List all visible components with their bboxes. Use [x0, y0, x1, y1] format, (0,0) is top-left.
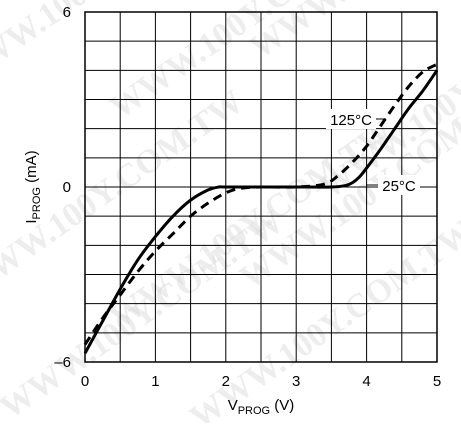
series-line-25c — [83, 69, 439, 354]
y-tick-label: 0 — [63, 179, 71, 196]
y-axis-label: IPROG (mA) — [23, 150, 43, 223]
x-tick-label: 5 — [433, 373, 441, 390]
x-tick-label: 1 — [151, 373, 159, 390]
series-layer — [83, 63, 439, 354]
annotation-25c-bg — [378, 175, 420, 195]
label-layer: 0 1 2 3 4 5 –6 0 6 VPROG (V) IPROG (mA) 125°C 25°C — [23, 4, 441, 417]
x-tick-label: 0 — [81, 373, 89, 390]
y-tick-label: –6 — [54, 354, 71, 371]
annotation-125c: 125°C — [330, 112, 372, 129]
x-axis-label: VPROG (V) — [228, 397, 295, 417]
annotation-125c-bg — [326, 109, 376, 129]
annotation-25c: 25°C — [382, 178, 416, 195]
y-tick-label: 6 — [63, 4, 71, 21]
x-tick-label: 4 — [362, 373, 370, 390]
watermark-text: WWW.100Y.COM.TW — [103, 0, 400, 127]
x-tick-label: 3 — [292, 373, 300, 390]
plot-frame — [84, 11, 438, 363]
x-tick-label: 2 — [222, 373, 230, 390]
